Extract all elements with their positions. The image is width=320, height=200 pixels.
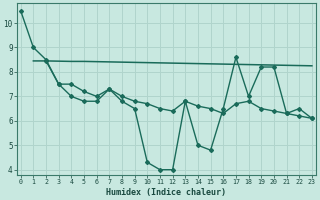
X-axis label: Humidex (Indice chaleur): Humidex (Indice chaleur) bbox=[106, 188, 226, 197]
